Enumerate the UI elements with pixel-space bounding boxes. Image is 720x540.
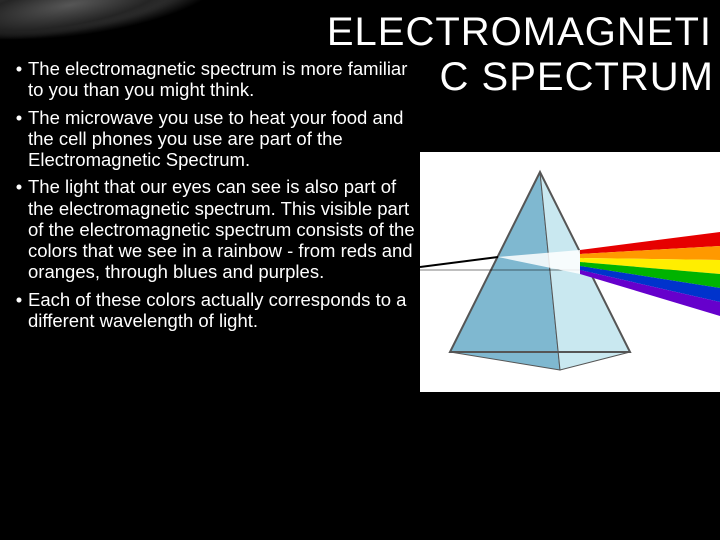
list-item: • The microwave you use to heat your foo… xyxy=(10,107,415,171)
bullet-marker: • xyxy=(10,107,28,171)
list-item: • Each of these colors actually correspo… xyxy=(10,289,415,332)
bullet-marker: • xyxy=(10,289,28,332)
bullet-marker: • xyxy=(10,176,28,282)
list-item: • The light that our eyes can see is als… xyxy=(10,176,415,282)
bullet-text: The light that our eyes can see is also … xyxy=(28,176,415,282)
bullet-marker: • xyxy=(10,58,28,101)
slide-title-line1: ELECTROMAGNETI xyxy=(327,10,712,55)
prism-diagram xyxy=(420,152,720,392)
bullet-list: • The electromagnetic spectrum is more f… xyxy=(10,58,415,337)
bullet-text: The electromagnetic spectrum is more fam… xyxy=(28,58,415,101)
slide-title-line2: C SPECTRUM xyxy=(440,55,714,100)
bullet-text: Each of these colors actually correspond… xyxy=(28,289,415,332)
prism-icon xyxy=(420,152,720,392)
list-item: • The electromagnetic spectrum is more f… xyxy=(10,58,415,101)
bullet-text: The microwave you use to heat your food … xyxy=(28,107,415,171)
